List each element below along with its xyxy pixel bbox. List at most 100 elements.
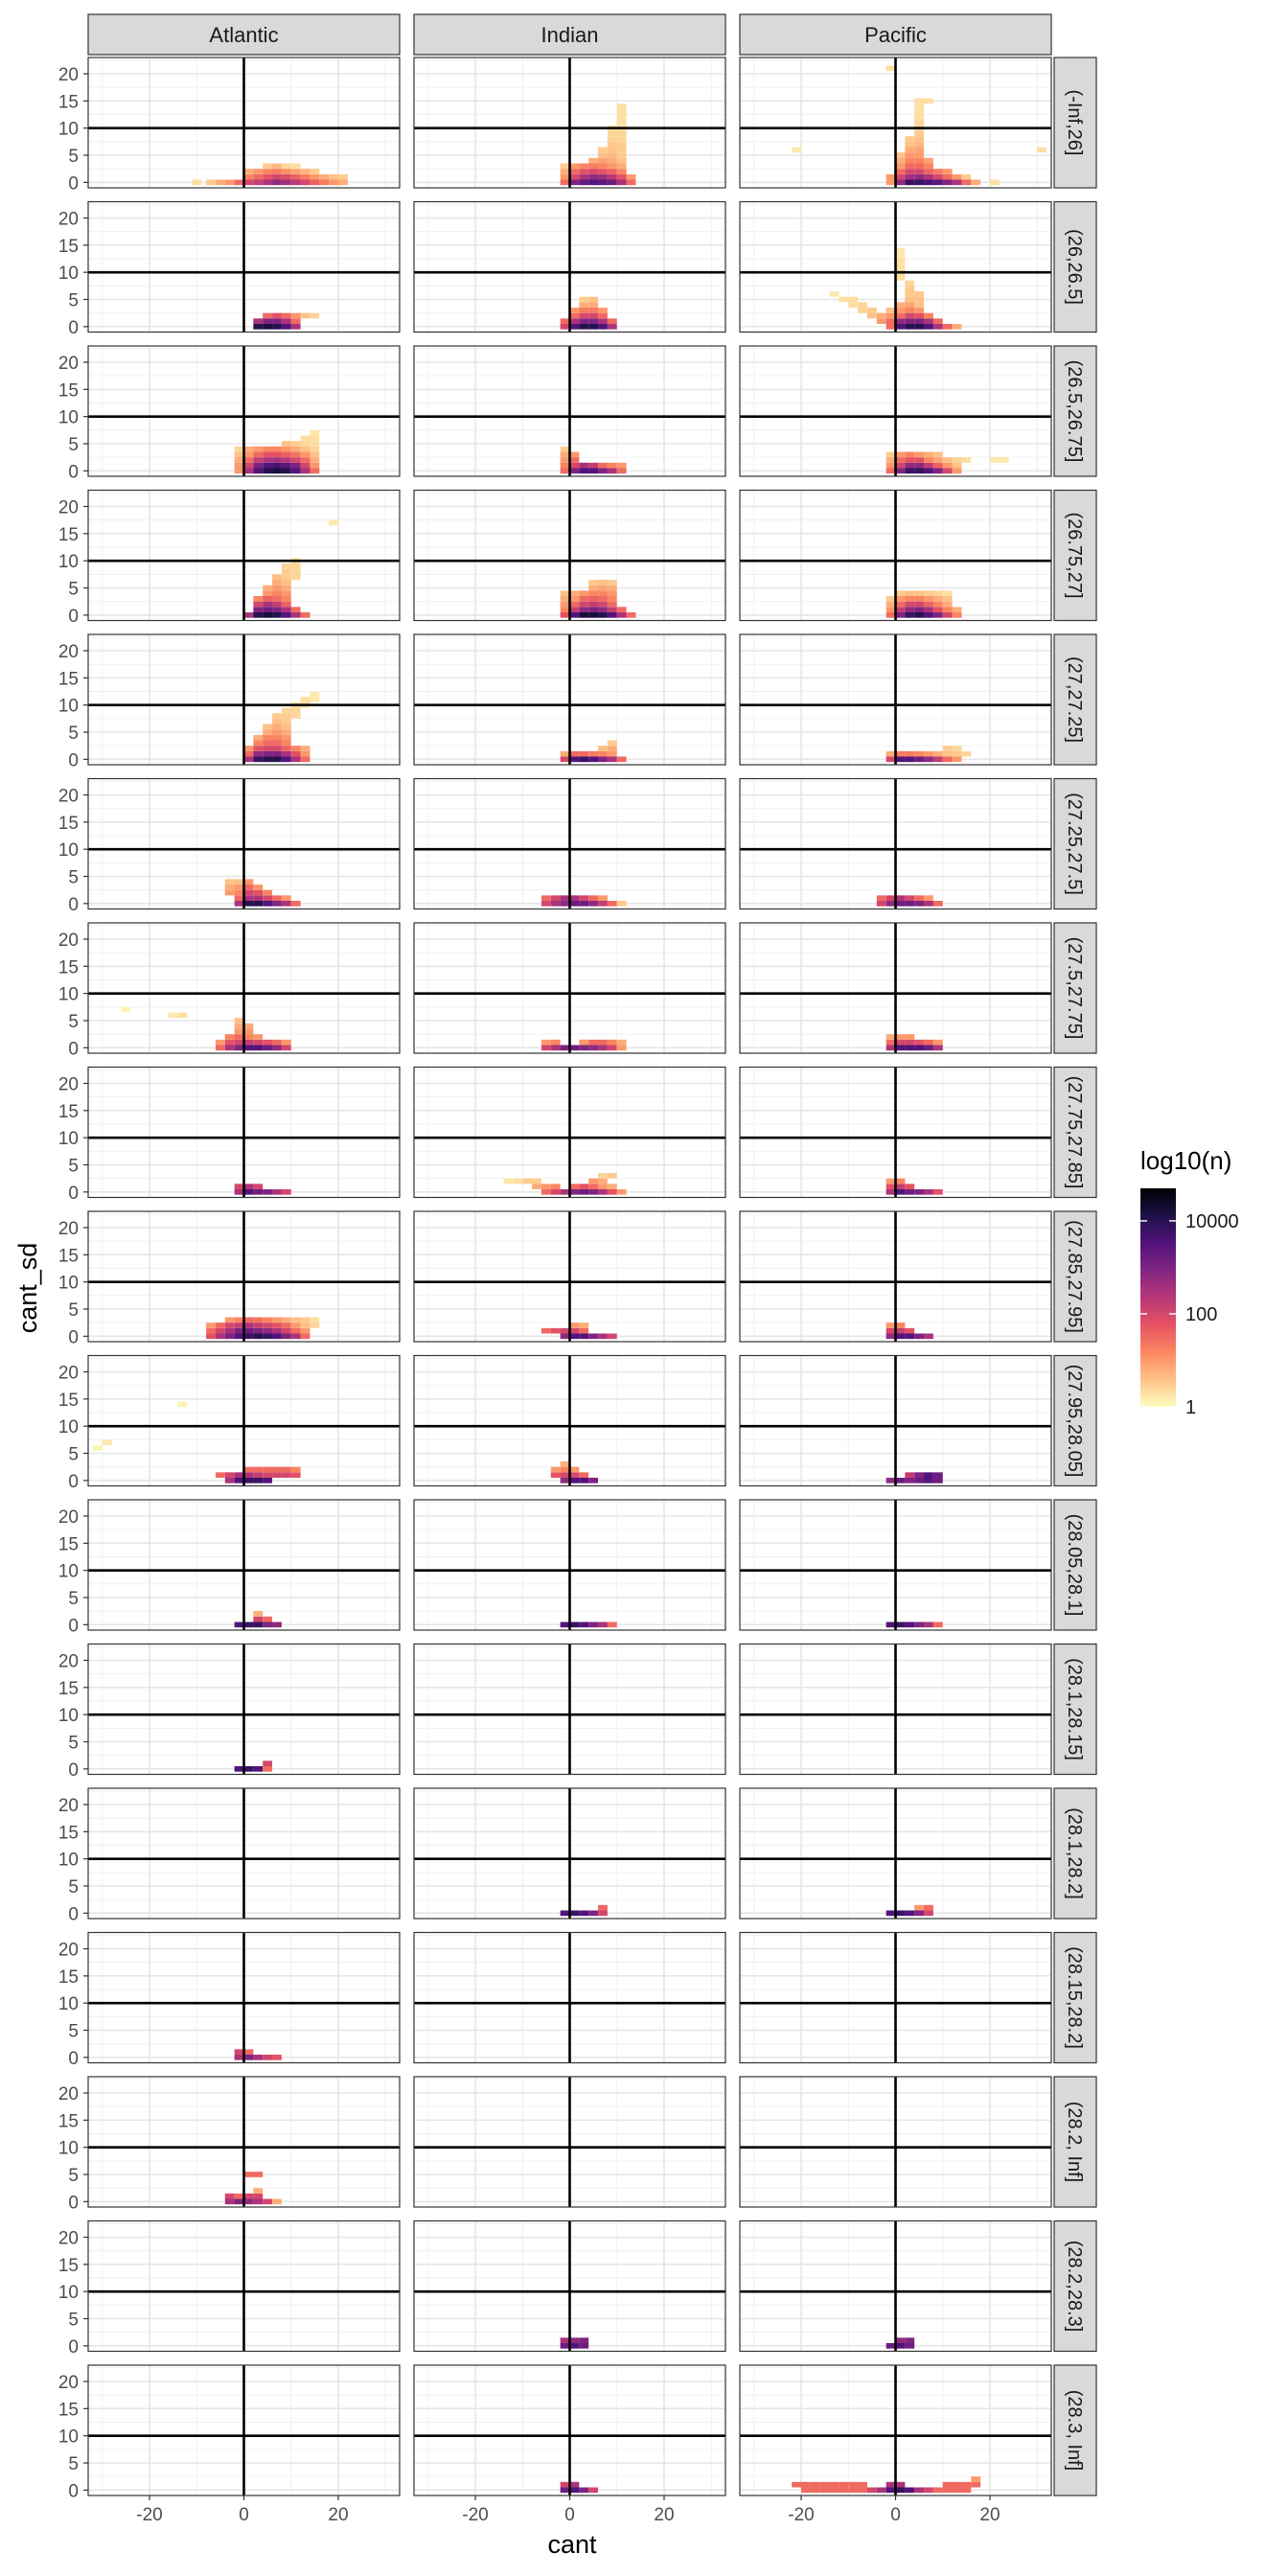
- heat-tile: [579, 2343, 589, 2349]
- heat-tile: [281, 729, 291, 735]
- heat-tile: [607, 1045, 617, 1051]
- heat-tile: [540, 1039, 551, 1046]
- heat-tile: [607, 901, 617, 907]
- heat-tile: [234, 1184, 244, 1189]
- heat-tile: [989, 179, 1000, 186]
- heat-tile: [272, 1045, 282, 1051]
- panel-indian: [413, 2364, 726, 2496]
- y-tick-label: 20: [58, 2084, 79, 2104]
- heat-tile: [895, 1039, 906, 1046]
- heat-tile: [253, 734, 264, 741]
- heat-tile: [895, 468, 906, 474]
- heat-tile: [914, 104, 925, 109]
- heat-tile: [579, 607, 589, 612]
- panel-border: [87, 1066, 401, 1199]
- heat-tile: [272, 1039, 282, 1046]
- heat-tile: [924, 451, 933, 458]
- heat-tile: [253, 1327, 264, 1334]
- heat-tile: [895, 750, 906, 757]
- row-strip: [1053, 345, 1097, 477]
- column-strip-label: Atlantic: [209, 23, 278, 47]
- heat-tile: [243, 2049, 254, 2055]
- heat-tile: [952, 607, 962, 612]
- heat-tile: [932, 590, 943, 596]
- heat-tile: [243, 746, 254, 751]
- heat-tile: [924, 1039, 933, 1046]
- heat-tile: [215, 1472, 225, 1478]
- heat-tile: [263, 1760, 273, 1766]
- panel-pacific: [739, 345, 1052, 477]
- heat-tile: [300, 179, 310, 186]
- heat-tile: [886, 2481, 896, 2488]
- heat-tile: [253, 179, 264, 186]
- heat-tile: [290, 901, 301, 907]
- y-tick-label: 10: [58, 2283, 79, 2303]
- heat-tile: [168, 1012, 178, 1019]
- heat-tile: [206, 1327, 216, 1334]
- y-tick-label: 5: [68, 724, 79, 744]
- row-strip: [1053, 633, 1097, 766]
- heat-tile: [243, 879, 254, 885]
- heat-tile: [569, 895, 580, 901]
- heat-tile: [895, 253, 906, 259]
- heat-tile: [905, 1327, 915, 1334]
- heat-tile: [272, 462, 282, 469]
- heat-tile: [932, 1478, 943, 1484]
- heat-tile: [924, 462, 933, 469]
- heat-tile: [914, 1189, 925, 1195]
- heat-tile: [272, 1466, 282, 1473]
- row-strip-label: (28.3, Inf]: [1064, 2390, 1085, 2472]
- heat-tile: [253, 1045, 264, 1051]
- heat-tile: [914, 1045, 925, 1051]
- heat-tile: [290, 1333, 301, 1340]
- row-strip: [1053, 1643, 1097, 1776]
- column-strip-indian: [413, 13, 726, 56]
- heat-tile: [905, 296, 915, 303]
- heat-tile: [234, 1023, 244, 1029]
- heat-tile: [560, 179, 570, 186]
- heat-tile: [886, 308, 896, 313]
- heat-tile: [234, 1189, 244, 1195]
- heat-tile: [253, 462, 264, 469]
- heat-tile: [253, 1766, 264, 1772]
- heat-tile: [290, 1317, 301, 1323]
- heat-tile: [895, 173, 906, 180]
- heat-tile: [560, 457, 570, 463]
- heat-tile: [932, 173, 943, 180]
- panel-border: [87, 1787, 401, 1920]
- heat-tile: [281, 718, 291, 724]
- heat-tile: [598, 462, 608, 469]
- heat-tile: [598, 596, 608, 602]
- heat-tile: [272, 1322, 282, 1328]
- heat-tile: [300, 457, 310, 463]
- heat-tile: [272, 2198, 282, 2205]
- heat-tile: [234, 1317, 244, 1323]
- heat-tile: [924, 601, 933, 608]
- heat-tile: [914, 147, 925, 153]
- heat-tile: [616, 136, 627, 142]
- heat-tile: [858, 2481, 867, 2488]
- heat-tile: [290, 707, 301, 714]
- heat-tile: [272, 750, 282, 757]
- heat-tile: [598, 163, 608, 170]
- heat-tile: [215, 1333, 225, 1340]
- heat-tile: [588, 468, 599, 474]
- heat-tile: [281, 1317, 291, 1323]
- heat-tile: [905, 163, 915, 170]
- heat-tile: [598, 1904, 608, 1911]
- heat-tile: [588, 163, 599, 170]
- panel-atlantic: [87, 345, 401, 477]
- heat-tile: [905, 308, 915, 313]
- heat-tile: [300, 697, 310, 702]
- heat-tile: [607, 750, 617, 757]
- heat-tile: [932, 1622, 943, 1628]
- panel-indian: [413, 922, 726, 1054]
- heat-tile: [263, 601, 273, 608]
- heat-tile: [905, 324, 915, 330]
- row-strip: [1053, 1210, 1097, 1343]
- heat-tile: [300, 612, 310, 618]
- heat-tile: [598, 901, 608, 907]
- panel-pacific: [739, 1210, 1052, 1343]
- heat-tile: [263, 607, 273, 612]
- heat-tile: [905, 612, 915, 618]
